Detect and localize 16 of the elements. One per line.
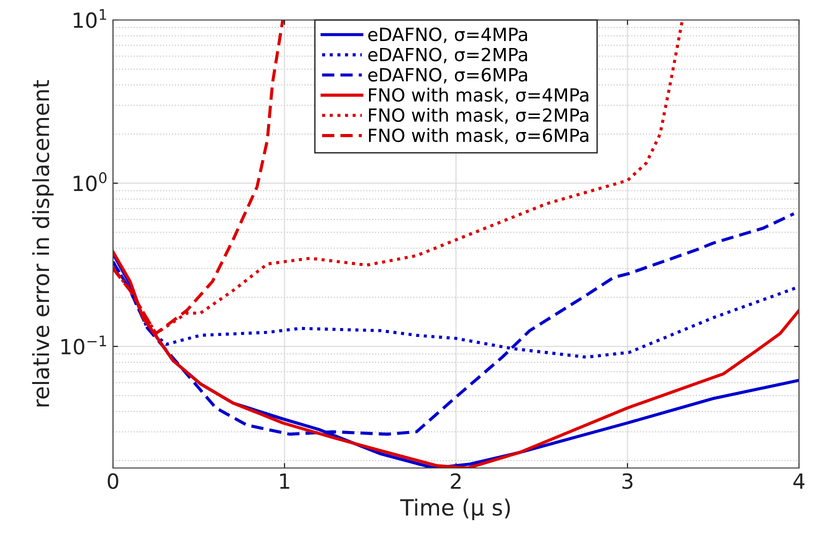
x-tick-label: 2 [450,473,461,489]
y-tick-label: 10$^{−1}$ [61,336,106,355]
x-axis-title: Time (μ s) [400,498,510,520]
legend-label: eDAFNO, σ=6MPa [368,68,528,84]
x-tick-label: 0 [108,473,118,489]
legend-label: FNO with mask, σ=4MPa [369,88,588,104]
x-tick-label: 1 [280,474,290,489]
y-axis-title: relative error in displacement [32,80,54,406]
y-tick-label: 10$^{0}$ [74,172,106,192]
x-tick-label: 4 [793,474,804,489]
x-tick-label: 3 [622,473,632,489]
legend-label: eDAFNO, σ=4MPa [368,28,528,44]
legend-label: FNO with mask, σ=2MPa [369,108,588,124]
y-tick-label: 10$^{1}$ [74,9,106,28]
legend-label: eDAFNO, σ=2MPa [368,48,528,64]
legend-label: FNO with mask, σ=6MPa [369,128,588,144]
